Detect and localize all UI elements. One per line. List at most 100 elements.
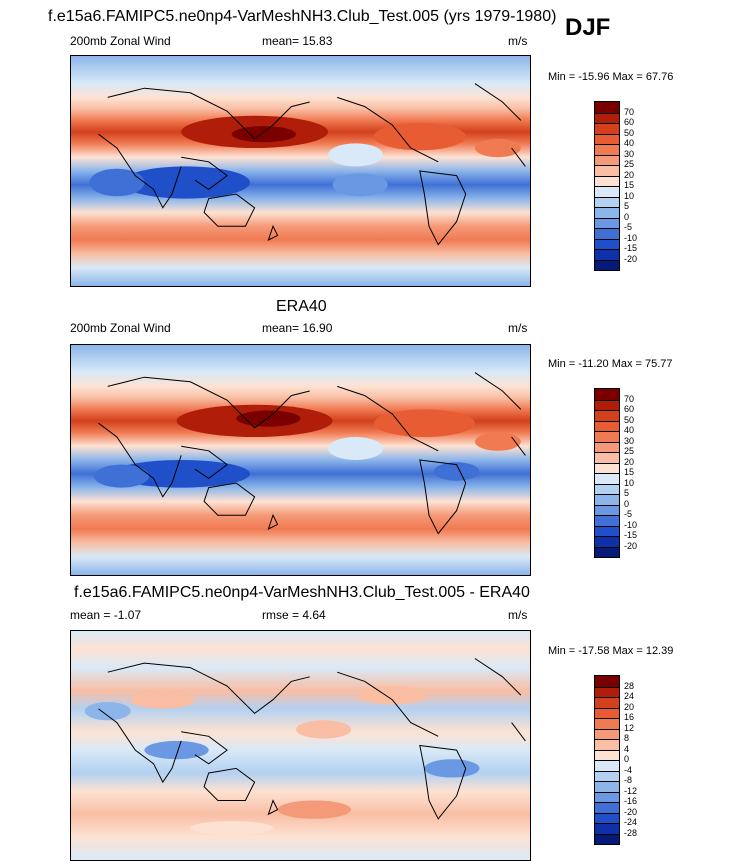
- colorbar-tick-label: 25: [624, 446, 635, 456]
- contour-field: [71, 56, 530, 286]
- colorbar-box: [595, 249, 619, 260]
- colorbar-box: [595, 718, 619, 729]
- contour-region: [93, 464, 150, 488]
- colorbar-box: [595, 102, 619, 113]
- colorbar-box: [595, 452, 619, 463]
- colorbar-tick-label: -5: [624, 509, 633, 519]
- colorbar-box: [595, 186, 619, 197]
- colorbar-box: [595, 525, 619, 536]
- panel3-map-plot: [70, 630, 531, 861]
- coastline: [181, 731, 228, 765]
- colorbar-tick-label: -24: [624, 817, 638, 827]
- colorbar-tick-label: -20: [624, 540, 638, 551]
- colorbar-tick-label: 0: [624, 498, 630, 509]
- panel3-units-label: m/s: [508, 608, 528, 622]
- colorbar-tick-label: 15: [624, 180, 635, 190]
- colorbar-box: [595, 207, 619, 218]
- coastline: [107, 662, 310, 715]
- colorbar-box: [595, 196, 619, 207]
- colorbar-box: [595, 739, 619, 750]
- colorbar-box: [595, 473, 619, 484]
- colorbar-tick-label: -20: [624, 253, 638, 264]
- colorbar-tick-label: 8: [624, 733, 630, 743]
- coastline: [511, 436, 526, 456]
- contour-region: [328, 437, 384, 460]
- contour-region: [236, 410, 301, 427]
- panel1-mean-label: mean= 15.83: [262, 34, 333, 48]
- colorbar-box: [595, 389, 619, 400]
- colorbar-box: [595, 133, 619, 144]
- colorbar-tick-label: 30: [624, 435, 635, 446]
- colorbar-tick-label: 16: [624, 712, 635, 722]
- colorbar-tick-label: 5: [624, 488, 630, 498]
- coastline: [203, 767, 256, 801]
- panel3-minmax-label: Min = -17.58 Max = 12.39: [548, 645, 674, 657]
- colorbar-tick-label: -15: [624, 243, 638, 253]
- colorbar-tick-label: 60: [624, 117, 635, 127]
- colorbar-box: [595, 228, 619, 239]
- colorbar-tick-label: 28: [624, 680, 635, 691]
- coastline: [203, 482, 256, 516]
- colorbar-tick-label: -16: [624, 796, 638, 806]
- panel3-rmse-label: rmse = 4.64: [262, 608, 326, 622]
- panel1-units-label: m/s: [508, 34, 528, 48]
- colorbar-box: [595, 154, 619, 165]
- colorbar-tick-label: -10: [624, 519, 638, 530]
- panel2-title: ERA40: [276, 298, 327, 315]
- panel3-title: f.e15a6.FAMIPC5.ne0np4-VarMeshNH3.Club_T…: [74, 584, 530, 601]
- colorbar-tick-label: 20: [624, 701, 635, 712]
- colorbar-box: [595, 217, 619, 228]
- panel2-map-plot: [70, 344, 531, 576]
- contour-region: [231, 126, 296, 143]
- contour-region: [474, 432, 521, 451]
- panel2-minmax-label: Min = -11.20 Max = 75.77: [548, 358, 673, 370]
- coastline: [419, 744, 467, 820]
- colorbar-box: [595, 770, 619, 781]
- contour-field: [71, 631, 530, 860]
- colorbar-box: [595, 165, 619, 176]
- contour-region: [112, 460, 251, 488]
- panel2-variable-label: 200mb Zonal Wind: [70, 321, 171, 335]
- colorbar-box: [595, 462, 619, 473]
- colorbar-tick-label: -5: [624, 222, 633, 232]
- coastline: [474, 372, 522, 410]
- coastline: [511, 722, 526, 742]
- coastline: [267, 513, 279, 530]
- colorbar-tick-label: 20: [624, 169, 635, 180]
- contour-region: [433, 462, 480, 481]
- coastline: [419, 459, 467, 535]
- contour-region: [424, 759, 480, 778]
- colorbar-tick-label: 12: [624, 722, 635, 733]
- colorbar-box: [595, 833, 619, 844]
- colorbar-box: [595, 781, 619, 792]
- panel3-mean-label: mean = -1.07: [70, 608, 142, 622]
- colorbar-box: [595, 802, 619, 813]
- colorbar-box: [595, 686, 619, 697]
- colorbar-tick-label: -15: [624, 530, 638, 540]
- colorbar-box: [595, 728, 619, 739]
- panel3-colorbar: [594, 675, 620, 845]
- colorbar-tick-label: 70: [624, 106, 635, 117]
- colorbar-tick-label: 40: [624, 138, 635, 148]
- coastline: [337, 671, 439, 737]
- colorbar-box: [595, 238, 619, 249]
- colorbar-box: [595, 441, 619, 452]
- colorbar-tick-label: 0: [624, 211, 630, 222]
- panel1-variable-label: 200mb Zonal Wind: [70, 34, 171, 48]
- colorbar-box: [595, 399, 619, 410]
- colorbar-tick-label: -10: [624, 232, 638, 243]
- contour-region: [89, 168, 145, 197]
- panel1-map-plot: [70, 55, 531, 287]
- panel2-colorbar: [594, 388, 620, 558]
- colorbar-box: [595, 431, 619, 442]
- contour-region: [373, 122, 466, 151]
- colorbar-tick-label: 60: [624, 404, 635, 414]
- coastline: [181, 445, 228, 480]
- colorbar-box: [595, 410, 619, 421]
- coastline: [98, 133, 182, 209]
- colorbar-box: [595, 536, 619, 547]
- colorbar-box: [595, 760, 619, 771]
- panel1-minmax-label: Min = -15.96 Max = 67.76: [548, 71, 674, 83]
- coastline: [267, 224, 279, 241]
- coastline: [511, 147, 526, 167]
